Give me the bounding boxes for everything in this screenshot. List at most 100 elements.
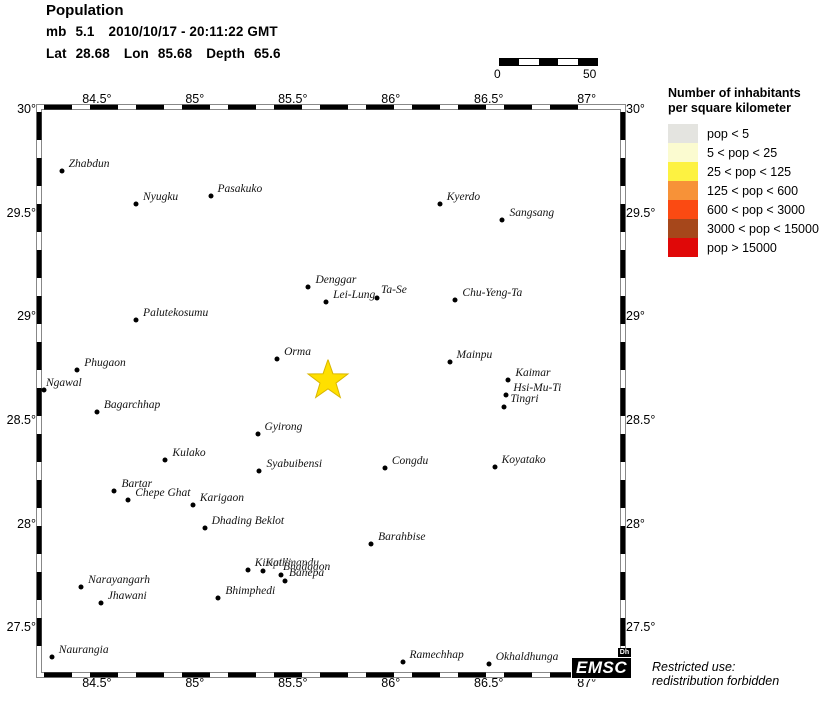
city-marker-dot[interactable]: [125, 497, 131, 503]
city-marker-dot[interactable]: [503, 392, 509, 398]
city-marker-dot[interactable]: [323, 299, 329, 305]
city-marker-dot[interactable]: [256, 468, 262, 474]
axis-label-longitude-top: 86.5°: [474, 92, 504, 106]
city-marker-dot[interactable]: [486, 661, 492, 667]
city-label: Tingri: [510, 392, 539, 405]
frame-dash-left: [36, 342, 42, 370]
city-label: Syabuibensi: [266, 457, 323, 470]
legend-title-line1: Number of inhabitants: [668, 86, 801, 100]
axis-label-latitude-left: 28°: [17, 516, 36, 531]
city-marker-dot[interactable]: [255, 431, 261, 436]
legend-label: pop > 15000: [707, 240, 777, 255]
frame-dash-left: [36, 434, 42, 462]
axis-label-latitude-left: 30°: [17, 102, 36, 116]
legend-row: 125 < pop < 600: [668, 181, 828, 200]
frame-dash-left: [36, 158, 42, 186]
frame-dash-top: [320, 104, 348, 110]
legend-row: pop > 15000: [668, 238, 828, 257]
legend-title: Number of inhabitants per square kilomet…: [668, 86, 828, 115]
axis-label-latitude-right: 29°: [626, 309, 645, 324]
city-label: Pasakuko: [217, 183, 263, 196]
axis-label-longitude-bottom: 84.5°: [82, 676, 112, 690]
city-marker-dot[interactable]: [208, 193, 213, 199]
frame-dash-left: [36, 388, 42, 416]
city-marker-dot[interactable]: [278, 572, 284, 578]
frame-dash-right: [620, 618, 626, 646]
city-label: Bartar: [121, 477, 153, 490]
city-marker-dot[interactable]: [245, 567, 251, 573]
city-marker-dot[interactable]: [282, 578, 288, 584]
city-label: Nyugku: [143, 191, 179, 204]
axis-label-latitude-left: 27.5°: [6, 620, 36, 635]
city-marker-dot[interactable]: [274, 356, 280, 362]
scale-bar-segment: [500, 59, 520, 65]
city-marker-dot[interactable]: [505, 377, 511, 383]
legend-color-swatch: [668, 200, 698, 219]
legend-row: 25 < pop < 125: [668, 162, 828, 181]
city-marker-dot[interactable]: [368, 541, 374, 547]
city-marker-dot[interactable]: [501, 404, 507, 410]
axis-label-longitude-bottom: 85°: [185, 676, 205, 690]
frame-dash-right: [620, 158, 626, 186]
city-label: Kathmandu: [265, 557, 320, 570]
city-marker-dot[interactable]: [98, 600, 104, 606]
frame-dash-top: [136, 104, 164, 110]
city-marker-dot[interactable]: [260, 568, 266, 574]
city-marker-dot[interactable]: [133, 317, 139, 323]
city-marker-dot[interactable]: [78, 584, 84, 590]
city-label: Jhawani: [107, 589, 147, 602]
frame-dash-bottom: [44, 672, 72, 678]
city-marker-dot[interactable]: [74, 367, 80, 373]
frame-dash-right: [620, 572, 626, 600]
legend-color-swatch: [668, 181, 698, 200]
river-east: [327, 361, 620, 414]
city-marker-dot[interactable]: [400, 659, 405, 665]
city-marker-dot[interactable]: [190, 502, 196, 508]
legend-title-line2: per square kilometer: [668, 100, 791, 115]
city-marker-dot[interactable]: [452, 297, 458, 303]
frame-dash-bottom: [412, 672, 440, 678]
frame-dash-bottom: [228, 672, 256, 678]
city-marker-dot[interactable]: [447, 359, 453, 365]
city-label: Chu-Yeng-Ta: [462, 286, 523, 299]
city-label: Sangsang: [509, 206, 555, 219]
city-marker-dot[interactable]: [499, 217, 505, 223]
axis-label-longitude-top: 84.5°: [82, 92, 112, 106]
city-marker-dot[interactable]: [305, 284, 311, 290]
city-marker-dot[interactable]: [41, 387, 47, 393]
city-marker-dot[interactable]: [162, 457, 168, 463]
axis-label-latitude-left: 29.5°: [6, 205, 36, 220]
city-marker-dot[interactable]: [374, 295, 380, 301]
city-label: Narayangarh: [88, 573, 150, 586]
city-marker-dot[interactable]: [111, 488, 117, 494]
city-marker-dot[interactable]: [59, 168, 65, 174]
city-marker-dot[interactable]: [492, 464, 498, 470]
magnitude-type: mb: [46, 24, 67, 39]
frame-dash-right: [620, 112, 626, 140]
city-marker-dot[interactable]: [215, 595, 221, 601]
city-marker-dot[interactable]: [94, 409, 100, 415]
event-date: 2010/10/17: [108, 24, 178, 39]
city-marker-dot[interactable]: [437, 201, 443, 207]
axis-label-latitude-left: 28.5°: [6, 413, 36, 428]
city-marker-dot[interactable]: [49, 654, 55, 660]
frame-dash-top: [412, 104, 440, 110]
epicenter-star-marker[interactable]: [305, 357, 351, 408]
latitude-label: Lat: [46, 46, 67, 61]
legend-label: 600 < pop < 3000: [707, 202, 806, 217]
frame-dash-top: [228, 104, 256, 110]
city-marker-dot[interactable]: [133, 201, 139, 207]
restricted-line-1: Restricted use:: [652, 660, 736, 674]
axis-label-longitude-top: 85°: [185, 92, 205, 106]
legend-color-swatch: [668, 219, 698, 238]
city-marker-dot[interactable]: [382, 465, 388, 471]
city-label: Bhimphedi: [225, 585, 276, 598]
axis-label-latitude-right: 29.5°: [626, 205, 656, 220]
legend-color-swatch: [668, 124, 698, 143]
city-marker-dot[interactable]: [202, 525, 208, 531]
frame-dash-bottom: [136, 672, 164, 678]
city-label: Kisipidi: [254, 557, 292, 570]
event-time: 20:11:22 GMT: [189, 24, 278, 39]
frame-dash-top: [44, 104, 72, 110]
longitude-label: Lon: [123, 46, 149, 61]
